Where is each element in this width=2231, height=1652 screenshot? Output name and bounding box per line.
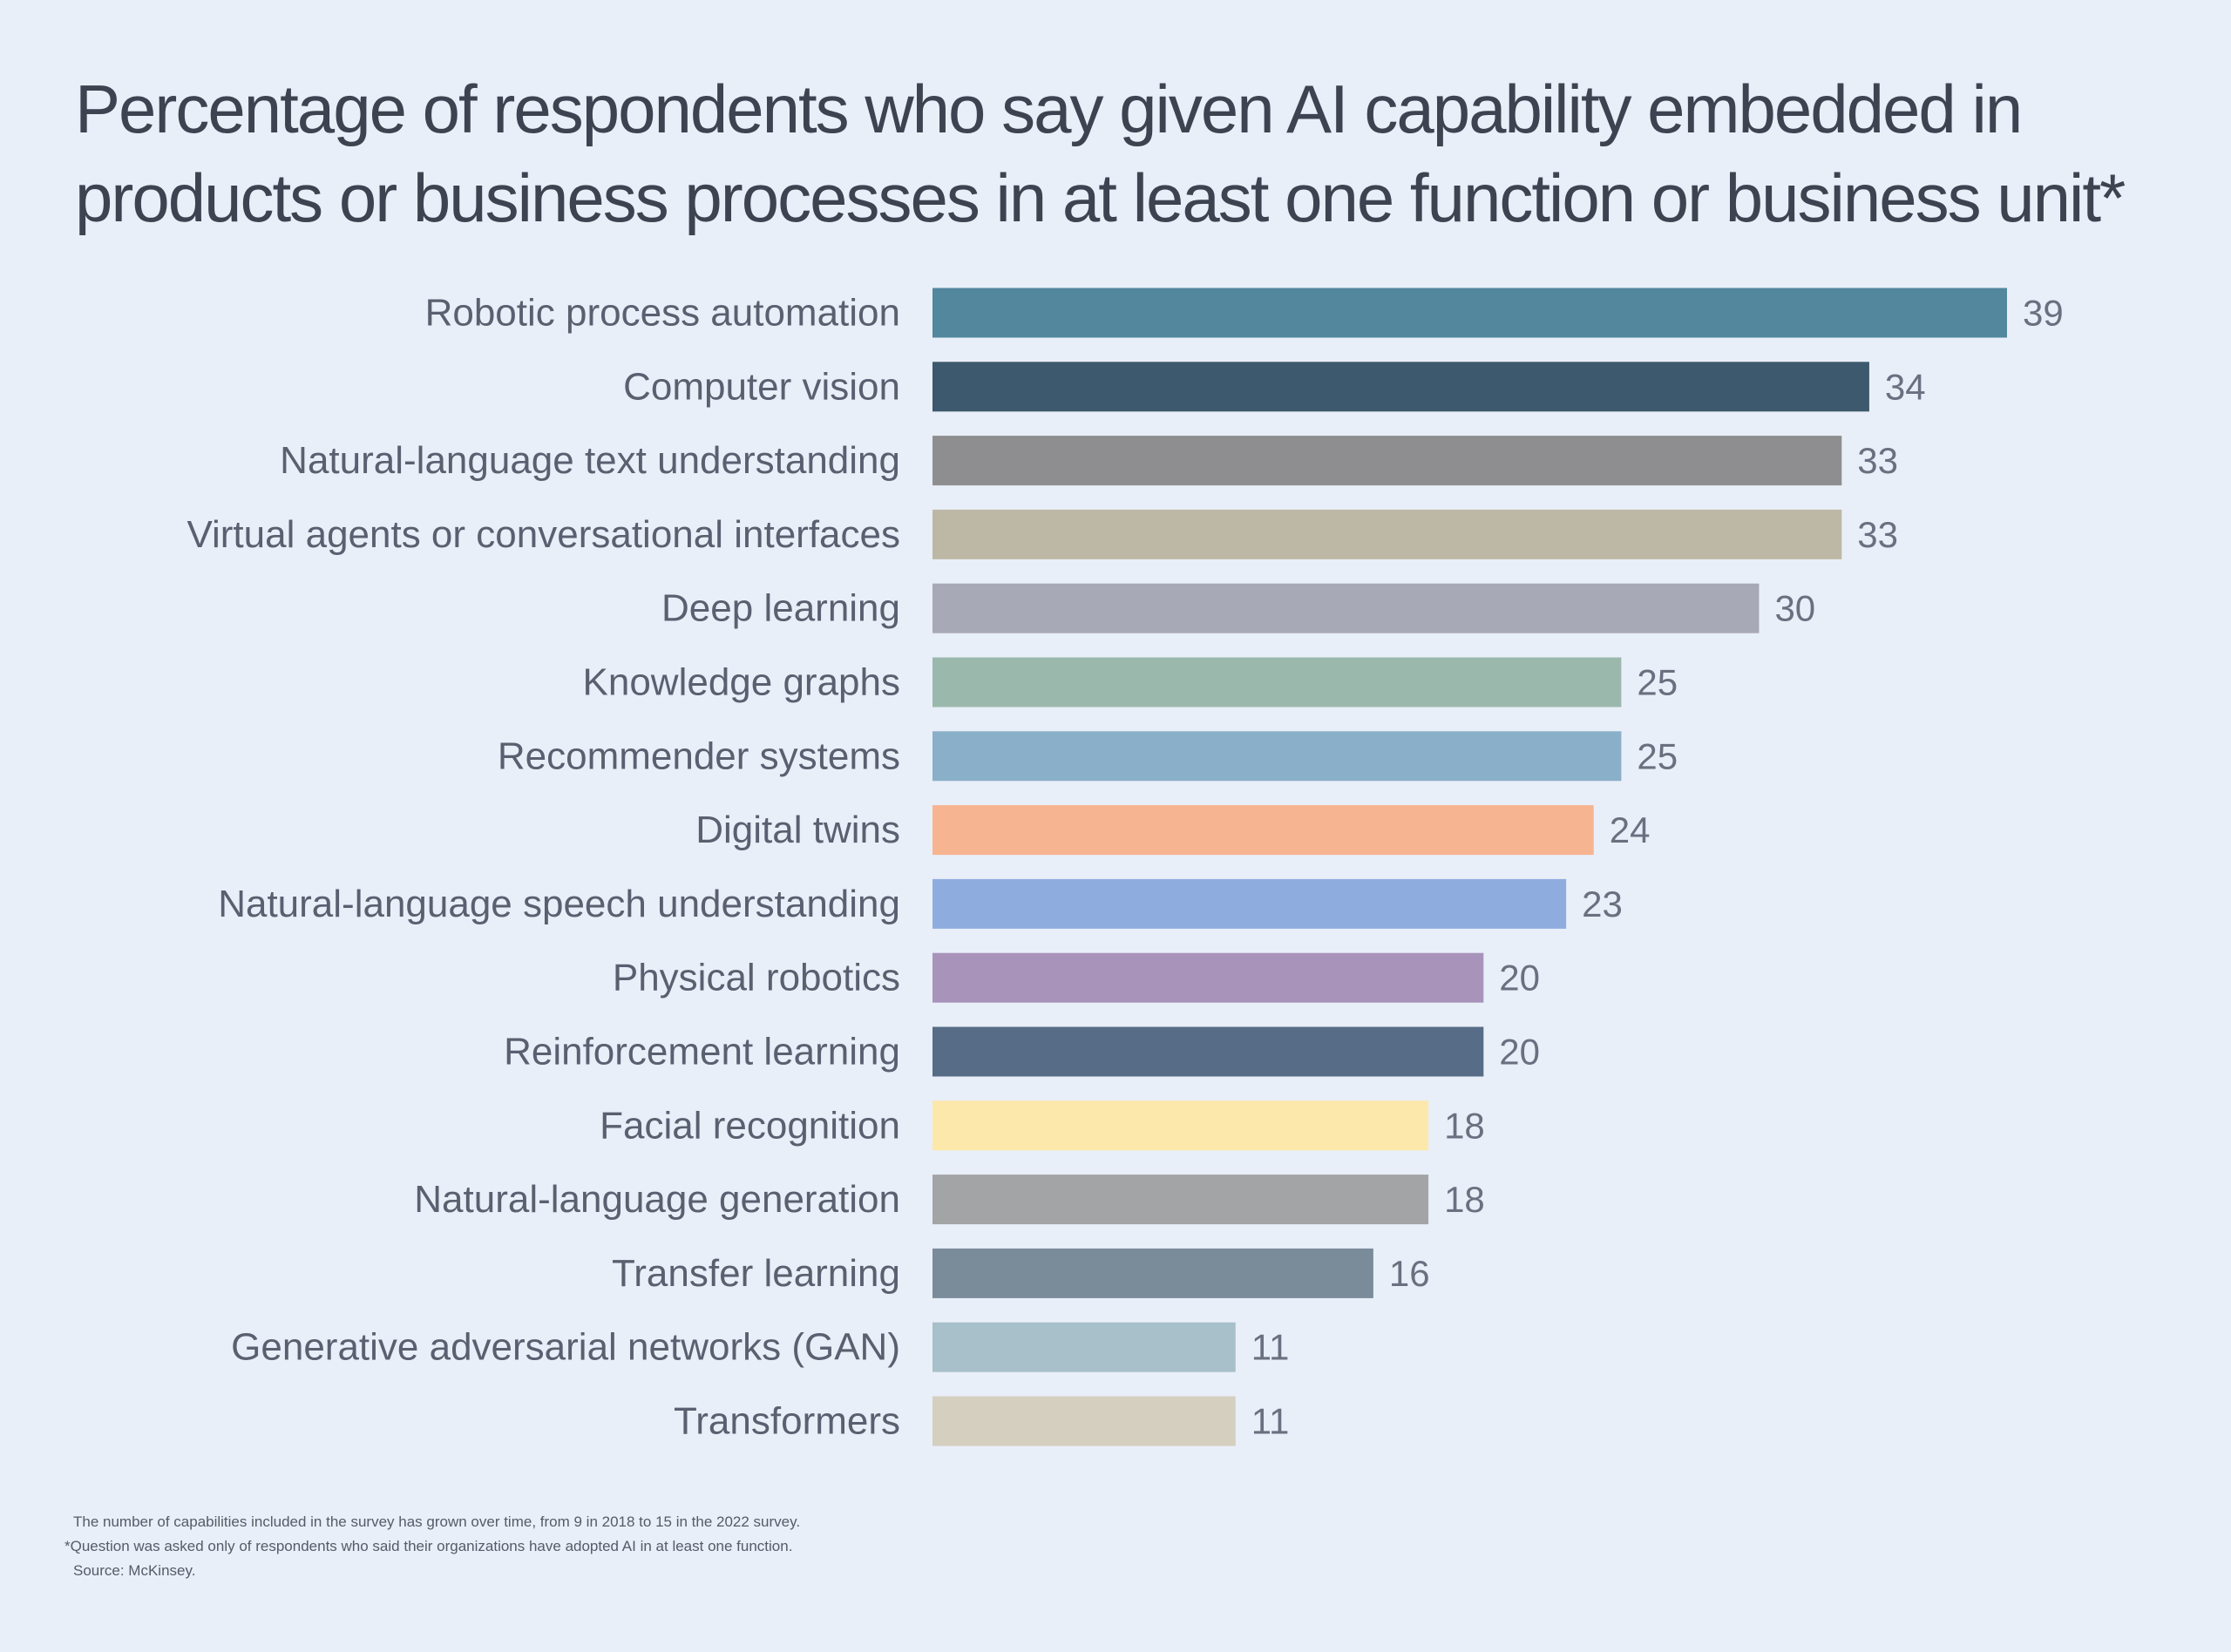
- value-label: 25: [1637, 735, 1678, 776]
- bar: [932, 583, 1760, 633]
- footnotes: The number of capabilities included in t…: [64, 1510, 800, 1583]
- category-label: Transfer learning: [612, 1252, 900, 1295]
- bar: [932, 657, 1622, 708]
- value-label: 11: [1251, 1401, 1290, 1442]
- category-label: Computer vision: [623, 365, 900, 408]
- bar: [932, 288, 2007, 338]
- value-label: 25: [1637, 662, 1678, 703]
- bar: [932, 1175, 1429, 1225]
- category-label: Natural-language speech understanding: [218, 883, 900, 925]
- bar: [932, 952, 1484, 1003]
- footnote-source: Source: McKinsey.: [73, 1562, 196, 1579]
- value-label: 18: [1444, 1179, 1485, 1220]
- value-label: 33: [1857, 440, 1898, 481]
- value-label: 34: [1885, 366, 1926, 407]
- value-label: 20: [1499, 958, 1540, 999]
- bar: [932, 362, 1869, 412]
- category-label: Natural-language generation: [414, 1178, 900, 1221]
- category-label: Robotic process automation: [425, 292, 900, 335]
- chart-title: Percentage of respondents who say given …: [75, 71, 2126, 236]
- category-label: Knowledge graphs: [583, 661, 900, 704]
- value-label: 30: [1774, 588, 1815, 629]
- value-label: 18: [1444, 1105, 1485, 1146]
- bar: [932, 805, 1594, 856]
- bar: [932, 878, 1567, 929]
- value-label: 39: [2023, 293, 2064, 334]
- bar: [932, 509, 1842, 559]
- category-label: Deep learning: [661, 587, 900, 630]
- category-label: Recommender systems: [498, 735, 900, 777]
- category-label: Virtual agents or conversational interfa…: [186, 513, 900, 556]
- value-label: 24: [1610, 809, 1651, 850]
- bar: [932, 436, 1842, 486]
- bar: [932, 731, 1622, 782]
- footnote-question: *Question was asked only of respondents …: [64, 1538, 793, 1554]
- category-label: Generative adversarial networks (GAN): [231, 1326, 900, 1369]
- bar: [932, 1322, 1236, 1372]
- category-label: Facial recognition: [600, 1104, 900, 1147]
- bar: [932, 1396, 1236, 1446]
- value-label: 20: [1499, 1032, 1540, 1073]
- value-label: 11: [1251, 1327, 1290, 1368]
- category-label: Reinforcement learning: [504, 1031, 900, 1073]
- value-label: 23: [1582, 884, 1623, 924]
- value-label: 33: [1857, 514, 1898, 555]
- category-label: Natural-language text understanding: [280, 439, 900, 482]
- category-label: Physical robotics: [613, 957, 900, 999]
- value-label: 16: [1389, 1253, 1430, 1294]
- bar: [932, 1248, 1373, 1298]
- bar: [932, 1026, 1484, 1077]
- footnote-capabilities: The number of capabilities included in t…: [73, 1513, 801, 1530]
- bar: [932, 1100, 1429, 1151]
- category-label: Transformers: [674, 1400, 900, 1443]
- category-label: Digital twins: [695, 809, 900, 851]
